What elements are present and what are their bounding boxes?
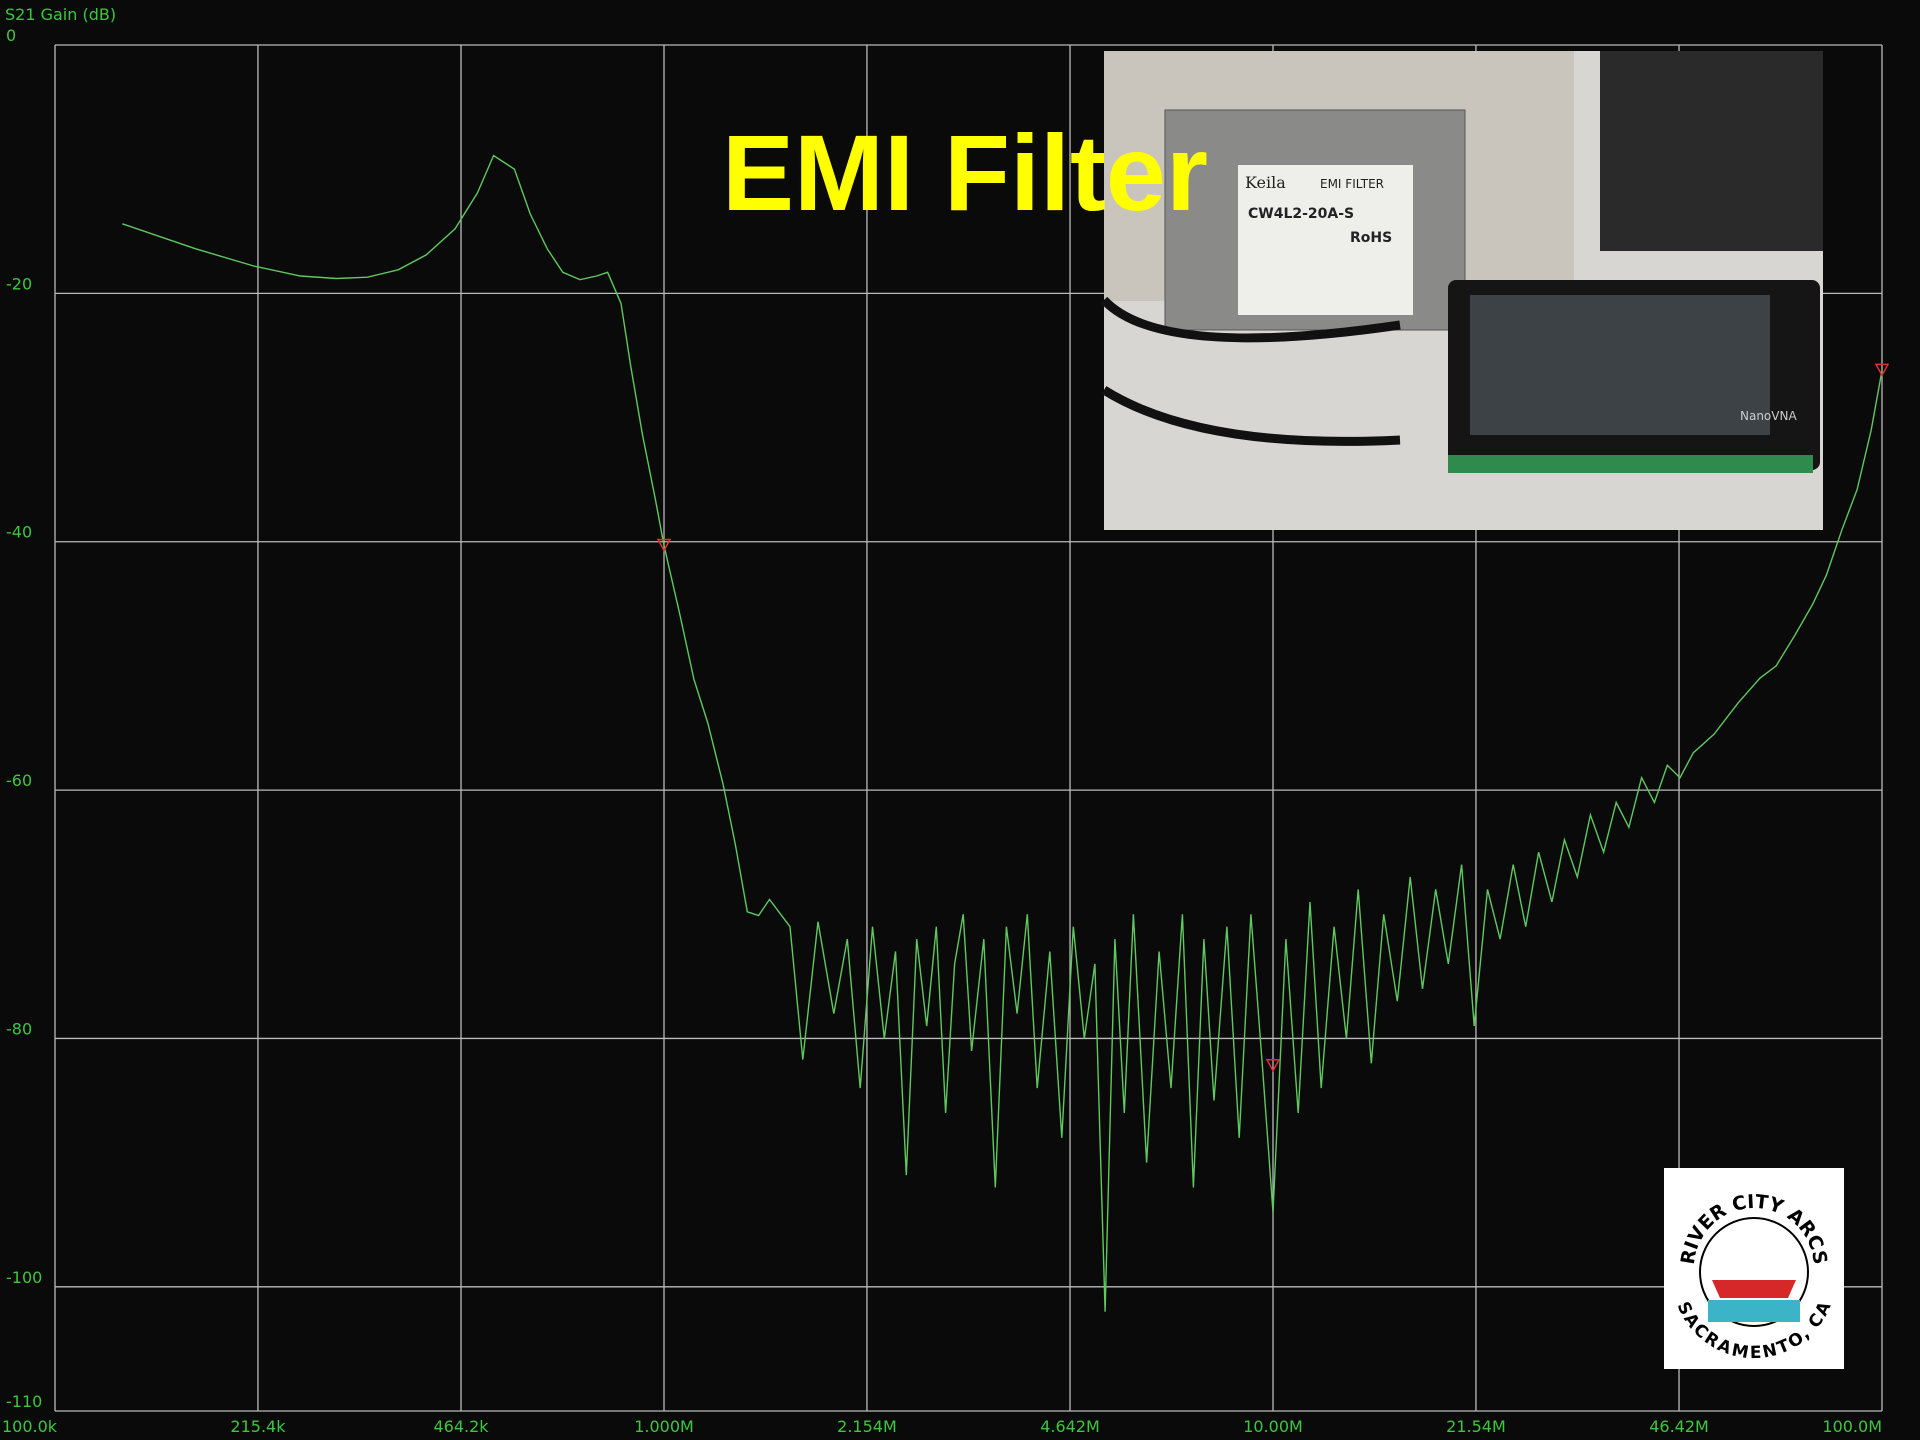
y-tick-label: -60 (6, 771, 32, 790)
logo-boat (1712, 1280, 1796, 1298)
x-tick-label: 46.42M (1649, 1417, 1709, 1436)
nanovna-board (1448, 455, 1813, 473)
photo-shadow (1600, 51, 1823, 251)
nanovna-screen (1470, 295, 1770, 435)
screen: S21 Gain (dB) 0 -20 -40 -60 -80 -100 -110 100.0… (0, 0, 1920, 1440)
slide-title: EMI Filter (722, 112, 1208, 233)
y-tick-label: -40 (6, 523, 32, 542)
y-tick-label: -80 (6, 1019, 32, 1038)
logo: RIVER CITY ARCS SACRAMENTO, CA (1664, 1168, 1844, 1369)
logo-water (1708, 1300, 1800, 1322)
photo-text: EMI FILTER (1320, 177, 1384, 191)
y-tick-label: -110 (6, 1392, 42, 1411)
x-tick-label: 215.4k (230, 1417, 286, 1436)
x-tick-label: 1.000M (634, 1417, 694, 1436)
photo-text: RoHS (1350, 230, 1392, 246)
y-tick-label: -20 (6, 274, 32, 293)
photo-text: Keila (1245, 173, 1286, 192)
x-tick-label: 2.154M (837, 1417, 897, 1436)
photo-text: NanoVNA (1740, 409, 1797, 423)
x-tick-label: 464.2k (433, 1417, 489, 1436)
photo-text: CW4L2-20A-S (1248, 206, 1354, 222)
inset-photo: Keila EMI FILTER CW4L2-20A-S RoHS NanoVN… (1104, 51, 1823, 530)
x-tick-label: 100.0M (1822, 1417, 1882, 1436)
y-axis-label: S21 Gain (dB) (5, 5, 116, 24)
x-tick-label: 21.54M (1446, 1417, 1506, 1436)
x-tick-label: 10.00M (1243, 1417, 1303, 1436)
y-tick-label: -100 (6, 1268, 42, 1287)
x-tick-label: 100.0k (2, 1417, 58, 1436)
x-tick-label: 4.642M (1040, 1417, 1100, 1436)
y-tick-label: 0 (6, 26, 16, 45)
